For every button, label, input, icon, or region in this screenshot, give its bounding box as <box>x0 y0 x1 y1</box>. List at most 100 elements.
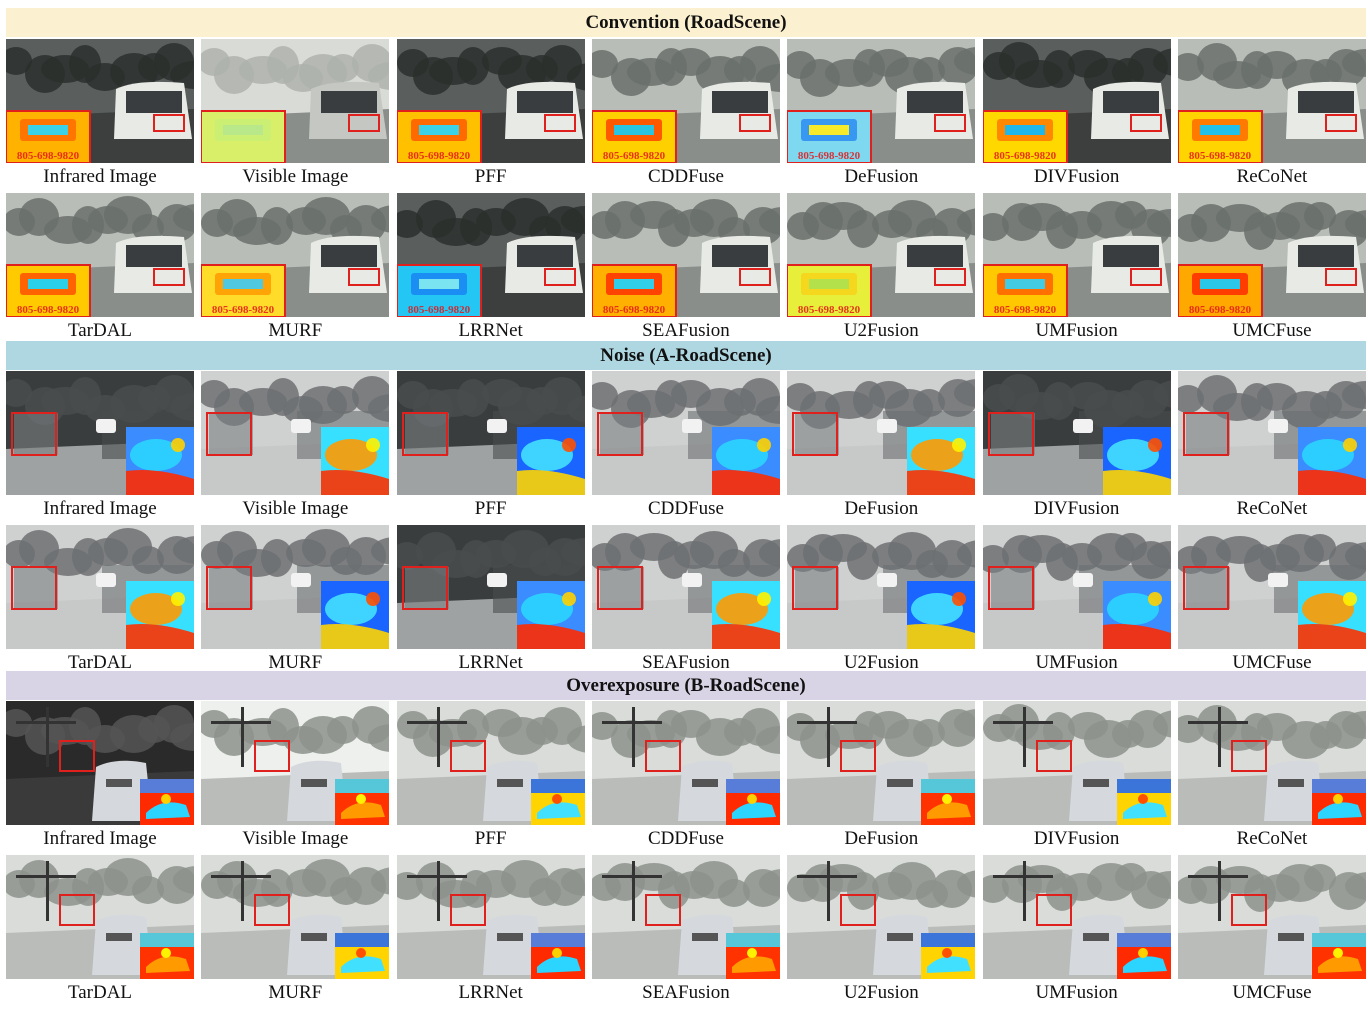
scene-thumbnail: 805-698-9820 <box>6 39 194 163</box>
fused-image <box>982 855 1171 979</box>
result-panel: PFF <box>396 371 585 525</box>
scene-thumbnail <box>1177 371 1366 495</box>
method-label: TarDAL <box>67 982 133 1003</box>
method-label: U2Fusion <box>843 320 919 341</box>
method-label: Visible Image <box>242 166 349 187</box>
fused-image <box>201 855 390 979</box>
scene-thumbnail <box>201 701 390 825</box>
scene-thumbnail <box>6 371 194 495</box>
section-banner-overexposure: Overexposure (B-RoadScene) <box>6 671 1366 700</box>
result-panel: 805-698-9820 DeFusion <box>787 39 976 193</box>
method-label: PFF <box>474 498 507 519</box>
scene-thumbnail: 805-698-9820 <box>982 193 1171 317</box>
fused-image: 805-698-9820 <box>201 193 390 317</box>
image-row: TarDAL MURF LRRNet SEAFusion U2Fusion UMFusio… <box>6 855 1366 1009</box>
svg-text:805-698-9820: 805-698-9820 <box>798 150 861 162</box>
scene-thumbnail: 805-698-9820 <box>396 193 585 317</box>
fused-image <box>982 701 1171 825</box>
scene-thumbnail <box>201 525 390 649</box>
method-label: LRRNet <box>458 652 523 673</box>
method-label: ReCoNet <box>1236 166 1308 187</box>
method-label: SEAFusion <box>642 982 730 1003</box>
fused-image <box>1177 855 1366 979</box>
scene-thumbnail: 805-698-9820 <box>201 193 390 317</box>
scene-thumbnail <box>787 701 976 825</box>
scene-thumbnail <box>6 855 194 979</box>
method-label: CDDFuse <box>647 166 724 187</box>
result-panel: 805-698-9820 ReCoNet <box>1177 39 1366 193</box>
result-panel: 805-698-9820 UMFusion <box>982 193 1171 347</box>
scene-thumbnail <box>591 701 780 825</box>
scene-thumbnail <box>396 701 585 825</box>
image-row: Infrared Image Visible Image PFF CDDFuse DeF… <box>6 701 1366 855</box>
svg-text:805-698-9820: 805-698-9820 <box>798 304 861 316</box>
result-panel: Infrared Image <box>6 371 194 525</box>
fused-image: 805-698-9820 <box>982 193 1171 317</box>
method-label: Infrared Image <box>43 166 157 187</box>
method-label: PFF <box>474 828 507 849</box>
method-label: DeFusion <box>844 828 919 849</box>
scene-thumbnail <box>1177 525 1366 649</box>
result-panel: 805-698-9820 Infrared Image <box>6 39 194 193</box>
scene-thumbnail <box>787 371 976 495</box>
result-panel: LRRNet <box>396 855 585 1009</box>
fused-image <box>591 855 780 979</box>
fused-image <box>6 371 194 495</box>
result-panel: 805-698-9820 SEAFusion <box>591 193 780 347</box>
svg-text:805-698-9820: 805-698-9820 <box>212 304 275 316</box>
scene-thumbnail <box>201 39 390 163</box>
scene-thumbnail <box>982 855 1171 979</box>
method-label: DIVFusion <box>1033 828 1120 849</box>
result-panel: 805-698-9820 UMCFuse <box>1177 193 1366 347</box>
method-label: MURF <box>268 982 323 1003</box>
fused-image <box>787 525 976 649</box>
result-panel: U2Fusion <box>787 855 976 1009</box>
result-panel: DIVFusion <box>982 371 1171 525</box>
fused-image <box>396 701 585 825</box>
method-label: DIVFusion <box>1033 498 1120 519</box>
fused-image <box>396 855 585 979</box>
result-panel: CDDFuse <box>591 701 780 855</box>
fused-image <box>396 371 585 495</box>
fused-image <box>787 855 976 979</box>
scene-thumbnail <box>396 855 585 979</box>
method-label: CDDFuse <box>647 498 724 519</box>
scene-thumbnail <box>982 701 1171 825</box>
svg-text:805-698-9820: 805-698-9820 <box>993 150 1056 162</box>
method-label: MURF <box>268 652 323 673</box>
svg-text:805-698-9820: 805-698-9820 <box>603 150 666 162</box>
fused-image: 805-698-9820 <box>396 39 585 163</box>
result-panel: 805-698-9820 MURF <box>201 193 390 347</box>
fused-image <box>201 701 390 825</box>
scene-thumbnail: 805-698-9820 <box>787 193 976 317</box>
method-label: LRRNet <box>458 982 523 1003</box>
method-label: ReCoNet <box>1236 498 1308 519</box>
fused-image <box>6 701 194 825</box>
result-panel: CDDFuse <box>591 371 780 525</box>
result-panel: SEAFusion <box>591 525 780 679</box>
result-panel: 805-698-9820 DIVFusion <box>982 39 1171 193</box>
result-panel: U2Fusion <box>787 525 976 679</box>
method-label: ReCoNet <box>1236 828 1308 849</box>
method-label: U2Fusion <box>843 652 919 673</box>
method-label: Visible Image <box>242 828 349 849</box>
svg-text:805-698-9820: 805-698-9820 <box>17 150 80 162</box>
image-row: 805-698-9820 TarDAL 805-698-9820 MURF 805-69… <box>6 193 1366 347</box>
fused-image <box>787 701 976 825</box>
fused-image: 805-698-9820 <box>396 193 585 317</box>
result-panel: ReCoNet <box>1177 701 1366 855</box>
fused-image <box>6 525 194 649</box>
fused-image <box>396 525 585 649</box>
result-panel: DIVFusion <box>982 701 1171 855</box>
section-banner-convention: Convention (RoadScene) <box>6 8 1366 37</box>
result-panel: 805-698-9820 CDDFuse <box>591 39 780 193</box>
result-panel: MURF <box>201 525 390 679</box>
scene-thumbnail <box>201 371 390 495</box>
method-label: UMCFuse <box>1232 982 1312 1003</box>
result-panel: LRRNet <box>396 525 585 679</box>
method-label: UMCFuse <box>1232 652 1312 673</box>
result-panel: PFF <box>396 701 585 855</box>
fused-image <box>1177 371 1366 495</box>
fused-image: 805-698-9820 <box>787 39 976 163</box>
scene-thumbnail: 805-698-9820 <box>396 39 585 163</box>
